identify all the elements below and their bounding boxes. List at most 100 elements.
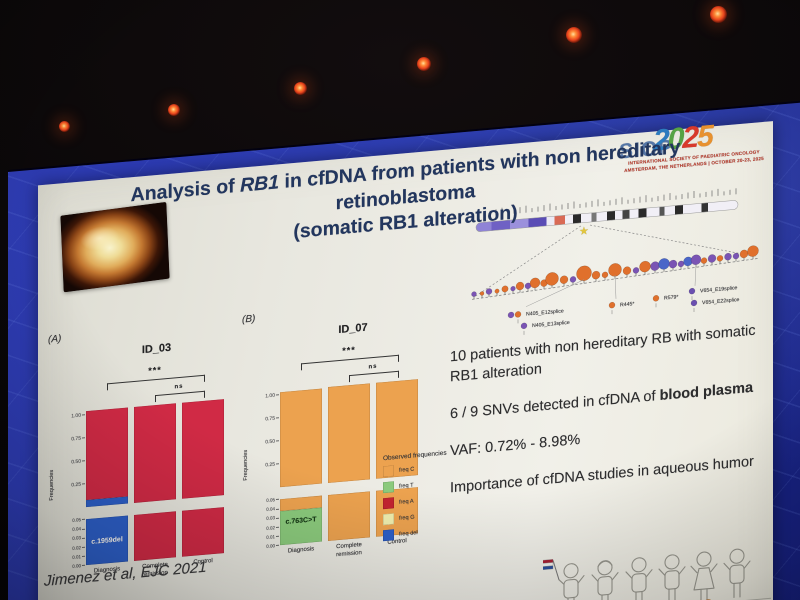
sig-bracket — [301, 354, 399, 371]
sig-text: *** — [342, 344, 356, 356]
tick-label: 1.00 — [265, 392, 280, 399]
mutation-lollipop — [724, 252, 732, 261]
mutation-lollipop — [515, 281, 525, 291]
stage-light — [566, 27, 582, 43]
mutation-lollipop — [739, 249, 749, 259]
bold-blood-plasma: blood plasma — [659, 379, 754, 404]
mutation-label: N405_E13splice — [532, 320, 570, 329]
bar-segment-freq_C — [328, 383, 370, 484]
chart-title: ID_07 — [338, 321, 368, 337]
sig-text: *** — [148, 364, 162, 376]
tick-label: 0.03 — [266, 515, 280, 522]
y-axis-label: Frequencies — [49, 469, 55, 501]
bar: c.763C>T — [280, 495, 322, 546]
bar — [328, 381, 370, 484]
bar: c.1959del — [86, 515, 128, 566]
key-findings-text: 10 patients with non hereditary RB with … — [450, 319, 772, 515]
mutation-lollipop — [632, 267, 640, 274]
mutation-lollipop — [622, 266, 632, 275]
mutation-lollipop — [576, 265, 592, 282]
tick-label: 0.50 — [265, 438, 280, 445]
legend-label: freq G — [399, 513, 415, 522]
significance-brackets: *** ns — [240, 296, 430, 383]
stage-light — [58, 120, 70, 132]
tick-label: 0.01 — [266, 533, 280, 540]
mutation-label: R445* — [620, 301, 634, 308]
mutation-lollipop — [732, 252, 740, 260]
mutation-lollipop — [559, 275, 569, 284]
tick-label: 0.50 — [71, 458, 86, 465]
mutation-lollipop — [471, 291, 477, 297]
tick-label: 0.01 — [72, 553, 86, 560]
bar-segment-freq_A — [182, 507, 224, 557]
mutation-lollipop — [658, 258, 670, 270]
bar-segment-freq_A — [86, 407, 128, 500]
mutation-label: V654_E19splice — [700, 285, 738, 294]
mutation-label: V654_E22splice — [702, 297, 740, 306]
mutation-lollipop — [650, 261, 660, 271]
bar-segment-freq_C — [280, 388, 322, 488]
sig-bracket — [107, 374, 205, 391]
gene-name-italic: RB1 — [240, 171, 280, 197]
tick-label: 0.00 — [266, 543, 280, 549]
finding-aqueous-humor: Importance of cfDNA studies in aqueous h… — [450, 453, 754, 497]
mutation-lollipop — [494, 288, 500, 294]
bar-segment-freq_A — [134, 511, 176, 561]
mutation-lollipop — [747, 245, 759, 257]
sig-text: ns — [368, 363, 378, 371]
legend-swatch — [383, 529, 394, 542]
mutation-lollipop — [529, 277, 541, 289]
mutation-lollipop — [700, 257, 708, 264]
category-label: Complete remission — [336, 542, 362, 558]
tick-label: 0.03 — [72, 535, 86, 542]
mutation-lollipop — [707, 254, 717, 263]
mutation-lollipop — [485, 288, 493, 295]
tick-label: 0.02 — [72, 544, 86, 551]
tick-label: 0.04 — [266, 506, 280, 512]
rb1-lollipop-diagram: ★ N405_E12splice N405_E13splice R445* R579* V… — [471, 188, 759, 335]
mutation-lollipop — [510, 286, 516, 292]
bar-segment-freq_T — [280, 507, 322, 546]
mutation-lollipop — [545, 272, 559, 286]
mutation-lollipop — [690, 254, 702, 265]
tick-label: 0.75 — [265, 415, 280, 422]
bar-segment-freq_A — [134, 403, 176, 503]
legend-label: freq A — [399, 498, 414, 506]
tick-label: 0.05 — [72, 517, 86, 523]
significance-brackets: *** ns — [46, 316, 231, 403]
sig-text: ns — [174, 383, 184, 391]
mutation-lollipop — [601, 271, 609, 279]
mutation-lollipop — [716, 255, 724, 262]
legend-label: freq del — [399, 529, 418, 538]
svg-text:★: ★ — [579, 225, 589, 238]
stage-light — [417, 57, 431, 71]
legend-swatch — [383, 465, 394, 478]
bar — [280, 386, 322, 488]
bar — [134, 401, 176, 503]
tick-label: 0.05 — [266, 497, 280, 503]
mutation-lollipop — [668, 259, 678, 269]
stage-light — [293, 81, 307, 95]
stage-light — [168, 104, 180, 116]
bar-segment-freq_A — [182, 399, 224, 499]
panel-label-a: (A) — [48, 333, 62, 346]
mutation-label: N405_E12splice — [526, 308, 564, 317]
mutation-lollipop — [569, 276, 577, 283]
mutation-label: R579* — [664, 294, 678, 301]
mutation-lollipop — [479, 291, 485, 296]
mutation-lollipop — [639, 260, 651, 273]
children-holding-hands-drawing — [543, 548, 771, 600]
tick-label: 1.00 — [71, 412, 86, 419]
bar — [86, 406, 128, 508]
chart-id03: (A) ID_03 Frequencies *** ns 1.00 0.75 0.50… — [46, 316, 231, 600]
panel-label-b: (B) — [242, 313, 256, 326]
chart-title: ID_03 — [141, 341, 172, 357]
legend-swatch — [383, 513, 394, 526]
legend-swatch — [383, 497, 394, 510]
tick-label: 0.75 — [71, 435, 86, 442]
mutation-lollipop — [591, 270, 601, 280]
mutation-lollipop — [608, 263, 622, 277]
mutation-lollipop — [677, 260, 685, 268]
tick-label: 0.00 — [72, 563, 86, 569]
